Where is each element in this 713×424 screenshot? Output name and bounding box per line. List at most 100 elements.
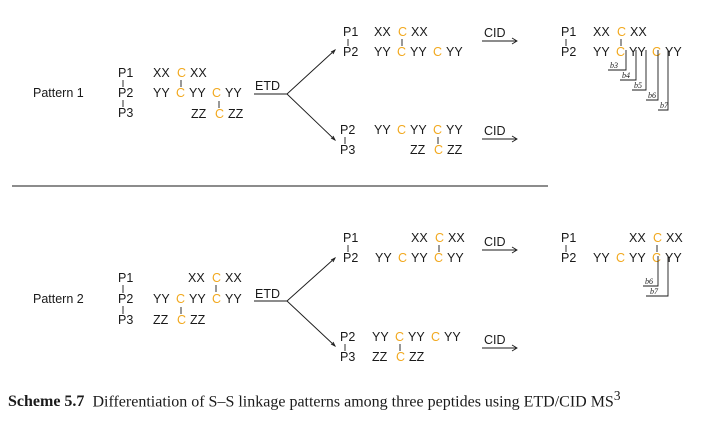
residue-yy: YY <box>153 292 170 306</box>
fragment-bracket-b7 <box>658 50 669 111</box>
residue-yy: YY <box>411 251 428 265</box>
cysteine-residue: C <box>176 86 185 100</box>
cysteine-residue: C <box>652 251 661 265</box>
chain-label-p2: P2 <box>561 251 576 265</box>
residue-zz: ZZ <box>228 107 244 121</box>
cysteine-residue: C <box>434 251 443 265</box>
residue-yy: YY <box>410 45 427 59</box>
cysteine-residue: C <box>398 25 407 39</box>
residue-zz: ZZ <box>372 350 388 364</box>
residue-xx: XX <box>448 231 465 245</box>
residue-xx: XX <box>374 25 391 39</box>
residue-yy: YY <box>408 330 425 344</box>
residue-zz: ZZ <box>409 350 425 364</box>
arrowhead-up <box>330 256 337 263</box>
chain-label-p1: P1 <box>343 231 358 245</box>
cysteine-residue: C <box>616 251 625 265</box>
residue-xx: XX <box>411 231 428 245</box>
residue-yy: YY <box>189 86 206 100</box>
cysteine-residue: C <box>616 45 625 59</box>
cysteine-residue: C <box>396 350 405 364</box>
chain-label-p1: P1 <box>118 271 133 285</box>
cysteine-residue: C <box>397 123 406 137</box>
residue-yy: YY <box>629 251 646 265</box>
fragment-bracket-b6 <box>643 256 659 287</box>
cysteine-residue: C <box>212 271 221 285</box>
residue-zz: ZZ <box>153 313 169 327</box>
cysteine-residue: C <box>212 86 221 100</box>
cysteine-residue: C <box>395 330 404 344</box>
chain-label-p3: P3 <box>118 313 133 327</box>
caption-superscript: 3 <box>613 388 621 403</box>
residue-yy: YY <box>593 251 610 265</box>
cysteine-residue: C <box>215 107 224 121</box>
chain-label-p2: P2 <box>340 123 355 137</box>
residue-yy: YY <box>189 292 206 306</box>
pattern-1-label: Pattern 1 <box>33 86 84 100</box>
residue-xx: XX <box>153 66 170 80</box>
arrowhead-down <box>330 135 337 142</box>
chain-label-p3: P3 <box>340 143 355 157</box>
caption-label: Scheme 5.7 <box>8 393 85 411</box>
fragment-bracket-b4 <box>620 50 637 81</box>
arrowhead-down <box>330 341 337 348</box>
residue-yy: YY <box>446 45 463 59</box>
residue-yy: YY <box>374 123 391 137</box>
residue-zz: ZZ <box>447 143 463 157</box>
fragment-label-b4: b4 <box>622 71 630 80</box>
cysteine-residue: C <box>433 45 442 59</box>
cysteine-residue: C <box>177 66 186 80</box>
cysteine-residue: C <box>617 25 626 39</box>
cysteine-residue: C <box>176 292 185 306</box>
residue-yy: YY <box>665 45 682 59</box>
chain-label-p1: P1 <box>561 25 576 39</box>
chain-label-p1: P1 <box>343 25 358 39</box>
chain-label-p2: P2 <box>118 86 133 100</box>
cysteine-residue: C <box>434 143 443 157</box>
residue-yy: YY <box>225 292 242 306</box>
chain-label-p2: P2 <box>343 251 358 265</box>
residue-xx: XX <box>593 25 610 39</box>
fragment-label-b6: b6 <box>645 277 653 286</box>
cid-arrow-4-head <box>511 344 518 352</box>
chain-label-p2: P2 <box>561 45 576 59</box>
cysteine-residue: C <box>212 292 221 306</box>
fragment-bracket-b7 <box>646 256 669 297</box>
residue-zz: ZZ <box>190 313 206 327</box>
residue-yy: YY <box>593 45 610 59</box>
residue-yy: YY <box>375 251 392 265</box>
chain-label-p3: P3 <box>340 350 355 364</box>
fragment-label-b5: b5 <box>634 81 642 90</box>
cysteine-residue: C <box>397 45 406 59</box>
residue-yy: YY <box>153 86 170 100</box>
branch-up <box>286 257 336 302</box>
chain-label-p3: P3 <box>118 106 133 120</box>
fragment-label-b6: b6 <box>648 91 656 100</box>
chain-label-p2: P2 <box>343 45 358 59</box>
fragment-label-b7: b7 <box>660 101 669 110</box>
cid-arrow-2-head <box>511 135 518 143</box>
chain-label-p2: P2 <box>340 330 355 344</box>
residue-yy: YY <box>372 330 389 344</box>
residue-xx: XX <box>411 25 428 39</box>
residue-xx: XX <box>225 271 242 285</box>
scheme-caption: Scheme 5.7 Differentiation of S–S linkage… <box>8 388 708 411</box>
cid-label: CID <box>484 235 506 249</box>
residue-zz: ZZ <box>191 107 207 121</box>
residue-xx: XX <box>666 231 683 245</box>
branch-down <box>286 300 336 347</box>
fragment-bracket-b3 <box>608 50 627 71</box>
fragment-bracket-b6 <box>646 50 659 101</box>
residue-yy: YY <box>446 123 463 137</box>
cysteine-residue: C <box>398 251 407 265</box>
cysteine-residue: C <box>431 330 440 344</box>
residue-zz: ZZ <box>410 143 426 157</box>
fragment-label-b3: b3 <box>610 61 618 70</box>
cid-label: CID <box>484 26 506 40</box>
residue-yy: YY <box>444 330 461 344</box>
arrowhead-up <box>330 48 337 55</box>
branch-up <box>286 49 336 95</box>
chain-label-p1: P1 <box>118 66 133 80</box>
residue-xx: XX <box>190 66 207 80</box>
caption-text: Differentiation of S–S linkage patterns … <box>92 393 614 411</box>
